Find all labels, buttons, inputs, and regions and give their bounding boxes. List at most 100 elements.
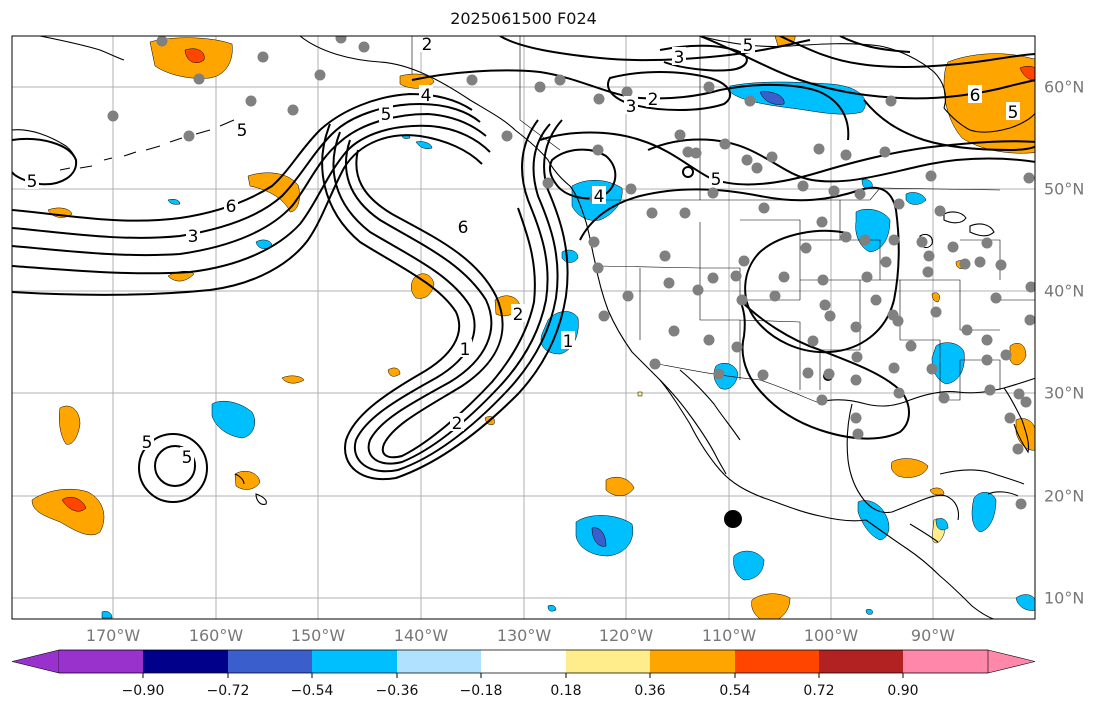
longitude-label: 120°W [598, 626, 654, 645]
colorbar-tick-label: −0.90 [121, 683, 165, 699]
station-dot [995, 259, 1007, 271]
longitude-label: 150°W [290, 626, 346, 645]
station-dot [193, 73, 205, 85]
station-dot [703, 334, 715, 346]
map-frame [11, 35, 1036, 620]
graticule [12, 36, 1035, 619]
contour-label-background [25, 171, 39, 189]
station-dot [621, 86, 633, 98]
contour-label: 5 [27, 172, 38, 192]
colorbar-extend-max [987, 649, 1036, 674]
colorbar-tick-label: 0.54 [719, 683, 751, 699]
station-dot [888, 234, 900, 246]
colorbar-segment [735, 650, 819, 673]
station-dot [598, 310, 610, 322]
colorbar-segment [903, 650, 988, 673]
station-dot [813, 143, 825, 155]
black-location-marker [724, 510, 742, 528]
contour-label: 5 [711, 170, 722, 190]
colorbar-tick-label: −0.18 [459, 683, 503, 699]
station-dot [646, 207, 658, 219]
station-dot [593, 93, 605, 105]
contour-label: 5 [743, 36, 754, 56]
station-dot [851, 351, 863, 363]
station-dot [984, 384, 996, 396]
contour-label-background [709, 169, 723, 187]
contour-label-background [646, 89, 660, 107]
station-dot [961, 324, 973, 336]
colorbar-tick-label: −0.54 [290, 683, 334, 699]
contour-label: 1 [563, 332, 574, 352]
station-dot [335, 36, 347, 44]
station-dot [817, 274, 829, 286]
station-dot [807, 335, 819, 347]
station-dot [800, 242, 812, 254]
station-dot [592, 262, 604, 274]
station-dot [1000, 349, 1012, 361]
station-dot [888, 362, 900, 374]
station-dot [1023, 172, 1035, 184]
contour-label-background [420, 34, 434, 52]
coastlines [12, 36, 1035, 619]
contour-label: 5 [237, 121, 248, 141]
colorbar-segment [566, 650, 650, 673]
station-dot [183, 130, 195, 142]
station-dot [816, 394, 828, 406]
station-dot [916, 236, 928, 248]
station-dot [981, 334, 993, 346]
station-dot [622, 290, 634, 302]
station-dot [1015, 498, 1027, 510]
latitude-label: 30°N [1044, 383, 1085, 403]
station-dot [840, 149, 852, 161]
station-dot [731, 341, 743, 353]
station-dot [938, 392, 950, 404]
contour-label-background [456, 217, 470, 235]
latitude-label: 10°N [1044, 588, 1085, 608]
longitude-label: 140°W [393, 626, 449, 645]
contour-label-background [672, 47, 686, 65]
station-dot [923, 250, 935, 262]
contour-label: 3 [188, 227, 199, 247]
contour-label-background [624, 96, 638, 114]
station-dot [692, 284, 704, 296]
station-dot [1012, 443, 1024, 455]
station-dot [861, 271, 873, 283]
station-dot [870, 294, 882, 306]
station-dot [1020, 396, 1032, 408]
station-dot [850, 321, 862, 333]
station-dot [974, 256, 986, 268]
station-dot [707, 272, 719, 284]
station-dot [930, 306, 942, 318]
station-dot [668, 325, 680, 337]
station-dot [828, 185, 840, 197]
station-dot [879, 146, 891, 158]
colorbar-segment [143, 650, 228, 673]
station-dot [905, 340, 917, 352]
station-dot [892, 315, 904, 327]
station-dot [707, 187, 719, 199]
latitude-label: 40°N [1044, 281, 1085, 301]
contour-label-background [592, 186, 606, 204]
station-dot [850, 374, 862, 386]
colorbar-tick-label: 0.72 [803, 683, 835, 699]
positive-anomaly-shading [31, 36, 1035, 619]
contour-label: 5 [381, 105, 392, 125]
station-dot [824, 310, 836, 322]
contour-lines [12, 36, 1035, 503]
station-dot [1013, 388, 1025, 400]
station-dot [542, 177, 554, 189]
longitude-label: 130°W [496, 626, 552, 645]
station-dot [885, 95, 897, 107]
station-dot [736, 294, 748, 306]
station-dot [682, 146, 694, 158]
longitude-label: 100°W [803, 626, 859, 645]
station-dot [1004, 412, 1016, 424]
station-dot [690, 147, 702, 159]
station-dot [466, 74, 478, 86]
contour-label-background [186, 226, 200, 244]
station-dot [730, 270, 742, 282]
station-dot [554, 74, 566, 86]
station-dot [358, 41, 370, 53]
station-dot [257, 51, 269, 63]
station-dot [880, 256, 892, 268]
